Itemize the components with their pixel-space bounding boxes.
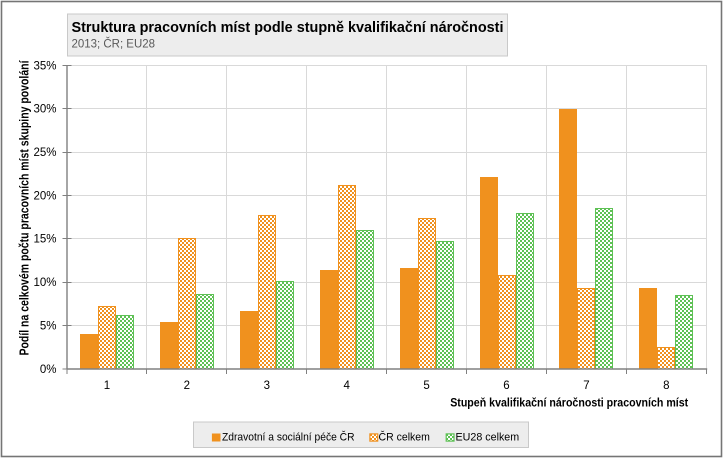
svg-text:20%: 20% — [33, 190, 56, 202]
svg-text:30%: 30% — [33, 104, 56, 116]
svg-text:1: 1 — [104, 380, 110, 392]
svg-text:0%: 0% — [40, 364, 57, 376]
svg-text:6: 6 — [503, 380, 509, 392]
svg-text:2: 2 — [184, 380, 190, 392]
svg-text:35%: 35% — [33, 60, 56, 72]
svg-text:2013; ČR; EU28: 2013; ČR; EU28 — [72, 36, 156, 51]
svg-text:15%: 15% — [33, 234, 56, 246]
svg-text:7: 7 — [583, 380, 589, 392]
svg-text:Zdravotní a sociální péče ČR: Zdravotní a sociální péče ČR — [222, 431, 355, 444]
svg-text:8: 8 — [663, 380, 669, 392]
svg-text:EU28 celkem: EU28 celkem — [456, 432, 520, 444]
svg-text:ČR celkem: ČR celkem — [379, 431, 430, 444]
svg-text:Podíl na celkovém počtu pracov: Podíl na celkovém počtu pracovních míst … — [18, 60, 32, 355]
svg-text:Stupeň kvalifikační náročnosti: Stupeň kvalifikační náročnosti pracovníc… — [450, 395, 688, 409]
svg-text:Struktura pracovních míst podl: Struktura pracovních míst podle stupně k… — [72, 19, 504, 36]
svg-text:25%: 25% — [33, 147, 56, 159]
svg-text:10%: 10% — [33, 277, 56, 289]
svg-text:4: 4 — [343, 380, 350, 392]
svg-text:5: 5 — [423, 380, 429, 392]
svg-text:3: 3 — [264, 380, 270, 392]
svg-text:5%: 5% — [40, 320, 57, 332]
